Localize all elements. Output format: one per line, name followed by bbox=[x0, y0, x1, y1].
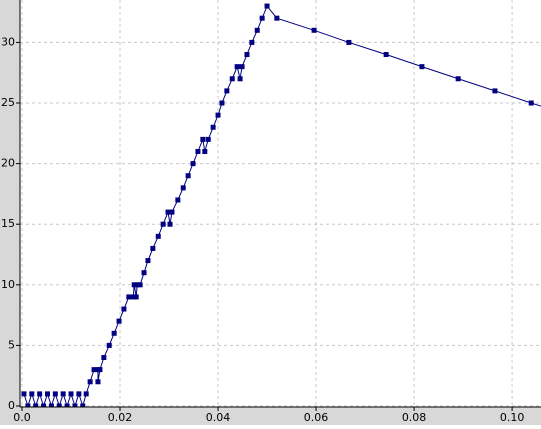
point bbox=[346, 39, 352, 45]
point bbox=[492, 88, 498, 94]
y-tick-label: 30 bbox=[1, 35, 15, 48]
point bbox=[264, 3, 270, 9]
point bbox=[72, 403, 78, 407]
point bbox=[44, 391, 50, 397]
point bbox=[37, 391, 43, 397]
point bbox=[205, 136, 211, 142]
point bbox=[239, 64, 245, 70]
x-tick-label: 0.08 bbox=[402, 411, 427, 424]
point bbox=[180, 185, 186, 191]
point bbox=[244, 52, 250, 58]
point bbox=[383, 52, 389, 58]
point bbox=[155, 233, 161, 239]
point bbox=[106, 342, 112, 348]
point bbox=[259, 15, 265, 21]
point bbox=[25, 403, 31, 407]
point bbox=[219, 100, 225, 106]
point bbox=[224, 88, 230, 94]
x-tick-label: 0.04 bbox=[206, 411, 231, 424]
point bbox=[167, 221, 173, 227]
point bbox=[528, 100, 534, 106]
point bbox=[52, 391, 58, 397]
point bbox=[56, 403, 62, 407]
point bbox=[126, 294, 132, 300]
point bbox=[229, 76, 235, 82]
point bbox=[274, 15, 280, 21]
point bbox=[195, 148, 201, 154]
y-tick-label: 20 bbox=[1, 157, 15, 170]
point bbox=[29, 391, 35, 397]
point bbox=[111, 330, 117, 336]
point bbox=[200, 136, 206, 142]
point bbox=[21, 391, 27, 397]
y-tick-label: 15 bbox=[1, 217, 15, 230]
point bbox=[130, 294, 136, 300]
x-tick-label: 0.0 bbox=[13, 411, 31, 424]
point bbox=[134, 282, 140, 288]
point bbox=[249, 39, 255, 45]
point bbox=[455, 76, 461, 82]
point bbox=[145, 258, 151, 264]
point bbox=[121, 306, 127, 312]
point bbox=[101, 355, 107, 361]
point bbox=[202, 148, 208, 154]
y-tick-label: 10 bbox=[1, 278, 15, 291]
point bbox=[150, 245, 156, 251]
point bbox=[237, 76, 243, 82]
point bbox=[64, 403, 70, 407]
point bbox=[116, 318, 122, 324]
point bbox=[87, 379, 93, 385]
y-tick-label: 5 bbox=[8, 338, 15, 351]
point bbox=[133, 294, 139, 300]
point bbox=[311, 27, 317, 33]
point bbox=[234, 64, 240, 70]
point bbox=[169, 209, 175, 215]
point bbox=[91, 367, 97, 373]
point bbox=[160, 221, 166, 227]
point bbox=[48, 403, 54, 407]
x-tick-label: 0.06 bbox=[304, 411, 329, 424]
x-tick-label: 0.10 bbox=[500, 411, 525, 424]
point bbox=[97, 367, 103, 373]
point bbox=[190, 161, 196, 167]
point bbox=[419, 64, 425, 70]
point bbox=[165, 209, 171, 215]
point bbox=[185, 173, 191, 179]
point bbox=[215, 112, 221, 118]
point bbox=[60, 391, 66, 397]
point bbox=[131, 282, 137, 288]
point bbox=[83, 391, 89, 397]
y-tick-label: 0 bbox=[8, 399, 15, 412]
point bbox=[33, 403, 39, 407]
plot-area bbox=[20, 0, 541, 407]
point bbox=[68, 391, 74, 397]
point bbox=[141, 270, 147, 276]
point bbox=[80, 403, 86, 407]
y-tick-label: 25 bbox=[1, 96, 15, 109]
point bbox=[254, 27, 260, 33]
point bbox=[41, 403, 47, 407]
point bbox=[76, 391, 82, 397]
point bbox=[175, 197, 181, 203]
x-tick-label: 0.02 bbox=[108, 411, 133, 424]
point bbox=[137, 282, 143, 288]
point bbox=[210, 124, 216, 130]
point bbox=[95, 379, 101, 385]
